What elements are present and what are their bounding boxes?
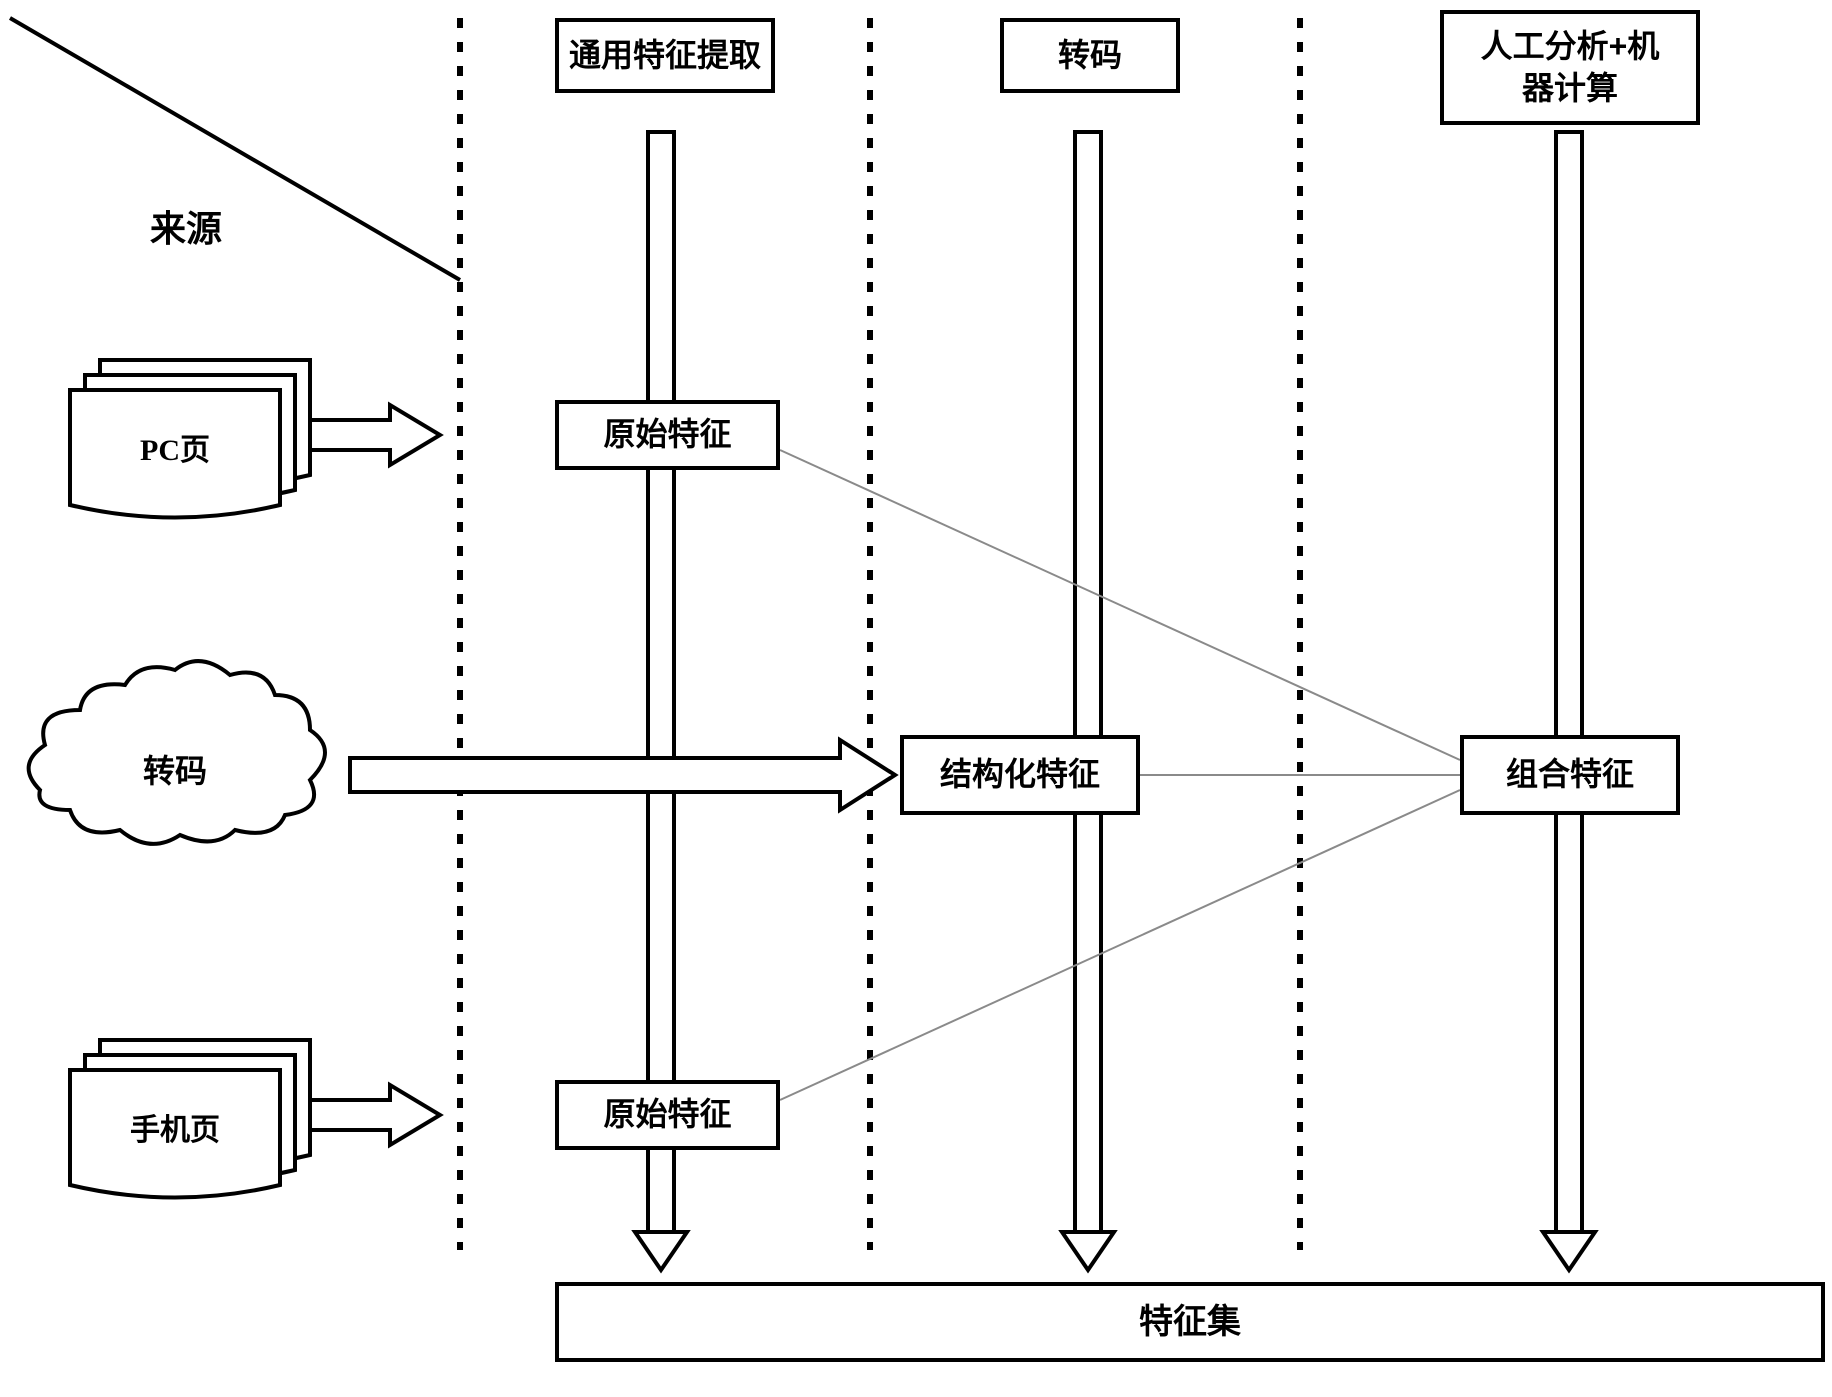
header-col3: 人工分析+机 器计算 [1440, 10, 1700, 125]
mobile-doc-label: 手机页 [130, 1114, 220, 1147]
block-arrow-mobile [310, 1085, 440, 1145]
structured-feature: 结构化特征 [900, 735, 1140, 815]
diagonal-divider [10, 18, 460, 280]
header-col2-text: 转码 [1058, 35, 1122, 77]
header-col3-text: 人工分析+机 器计算 [1481, 26, 1660, 109]
block-arrow-cloud [350, 740, 895, 810]
thin-line-2 [780, 790, 1460, 1100]
thin-line-1 [780, 450, 1460, 760]
feature-set-footer: 特征集 [555, 1282, 1825, 1362]
block-arrow-pc [310, 405, 440, 465]
big-arrow-col2 [1062, 132, 1114, 1270]
header-col1: 通用特征提取 [555, 18, 775, 93]
big-arrow-col3 [1543, 132, 1595, 1270]
cloud-label: 转码 [143, 753, 207, 789]
header-col2: 转码 [1000, 18, 1180, 93]
pc-doc-stack-icon [70, 360, 310, 518]
mobile-doc-stack-icon [70, 1040, 310, 1198]
combined-feature: 组合特征 [1460, 735, 1680, 815]
cloud-icon [29, 661, 325, 844]
raw-feature-2: 原始特征 [555, 1080, 780, 1150]
pc-doc-label: PC页 [140, 434, 210, 467]
header-col1-text: 通用特征提取 [569, 35, 761, 77]
source-label: 来源 [150, 200, 222, 252]
diagram-svg: PC页 手机页 转码 [0, 0, 1832, 1397]
raw-feature-1: 原始特征 [555, 400, 780, 470]
